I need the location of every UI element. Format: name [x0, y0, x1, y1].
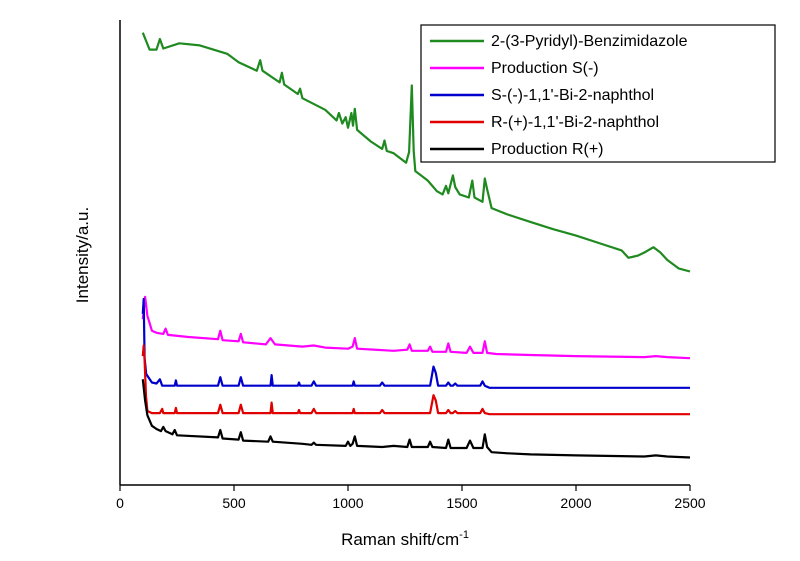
x-ticks: 0 500 1000 1500 2000 2500 — [116, 485, 706, 511]
x-tick-label: 500 — [222, 495, 246, 511]
series-line-5 — [141, 379, 691, 459]
series-layer — [141, 32, 691, 459]
chart-axes — [119, 20, 690, 486]
legend-item: R-(+)-1,1'-Bi-2-naphthol — [430, 114, 659, 131]
legend-item: Production S(-) — [430, 60, 599, 77]
legend-item: Production R(+) — [430, 141, 604, 158]
x-tick-label: 1000 — [332, 495, 363, 511]
legend-label: R-(+)-1,1'-Bi-2-naphthol — [491, 114, 659, 131]
legend-label: Production R(+) — [491, 141, 604, 158]
series-line-2 — [141, 295, 691, 360]
legend-label: Production S(-) — [491, 60, 599, 77]
series-line-3 — [141, 297, 690, 389]
chart-legend: 2-(3-Pyridyl)-Benzimidazole Production S(… — [420, 24, 776, 163]
legend-item: S-(-)-1,1'-Bi-2-naphthol — [430, 87, 654, 104]
x-tick-label: 2500 — [674, 495, 705, 511]
legend-box — [420, 24, 776, 163]
series-line-1 — [141, 32, 691, 273]
x-tick-label: 0 — [116, 495, 124, 511]
legend-label: 2-(3-Pyridyl)-Benzimidazole — [491, 33, 688, 50]
x-axis-title-superscript: -1 — [459, 529, 469, 541]
series-line-4 — [141, 344, 690, 416]
x-tick-label: 2000 — [560, 495, 591, 511]
x-axis-title: Raman shift/cm-1 — [341, 529, 469, 549]
legend-item: 2-(3-Pyridyl)-Benzimidazole — [430, 33, 688, 50]
legend-label: S-(-)-1,1'-Bi-2-naphthol — [491, 87, 654, 104]
y-axis-title: Intensity/a.u. — [73, 207, 92, 303]
x-tick-label: 1500 — [446, 495, 477, 511]
